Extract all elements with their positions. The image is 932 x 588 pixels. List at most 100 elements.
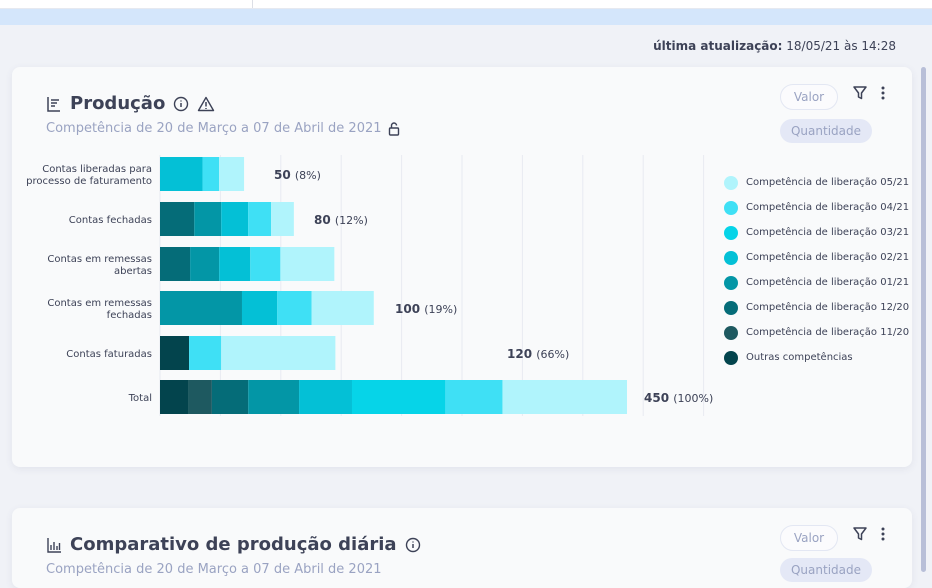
last-update-value: 18/05/21 às 14:28 [786, 39, 896, 53]
filter-button[interactable] [852, 85, 868, 101]
bar-segment [189, 336, 222, 370]
more-vertical-icon [881, 527, 885, 541]
bar-segment [160, 336, 190, 370]
valor-toggle-button[interactable]: Valor [780, 84, 838, 110]
card-title-text: Produção [70, 93, 166, 114]
legend-item[interactable]: Competência de liberação 05/21 [724, 170, 909, 195]
bar-segment [160, 202, 195, 236]
subtitle-text: Competência de 20 de Março a 07 de Abril… [46, 562, 382, 577]
legend-label: Competência de liberação 04/21 [746, 202, 910, 213]
last-update: última atualização: 18/05/21 às 14:28 [653, 39, 896, 53]
legend-swatch [724, 325, 738, 340]
data-label: 80 (12%) [314, 213, 368, 227]
legend-item[interactable]: Outras competências [724, 345, 909, 370]
legend-label: Competência de liberação 12/20 [746, 302, 910, 313]
card2-title: Comparativo de produção diária [46, 534, 421, 555]
legend-label: Competência de liberação 11/20 [746, 327, 910, 338]
bar-segment [160, 380, 189, 414]
bar-segment [502, 380, 627, 414]
filter-icon [853, 86, 867, 100]
bar-segment [351, 380, 446, 414]
bar-segment [190, 247, 220, 281]
category-label: abertas [114, 266, 152, 277]
legend-item[interactable]: Competência de liberação 11/20 [724, 320, 909, 345]
bar-segment [211, 380, 249, 414]
category-label: Contas liberadas para [42, 164, 152, 175]
bar-segment [250, 247, 281, 281]
bar-segment [271, 202, 294, 236]
bar-segment [311, 291, 374, 325]
bar-segment [280, 247, 335, 281]
quantidade-toggle-button[interactable]: Quantidade [780, 558, 872, 582]
card2-subtitle: Competência de 20 de Março a 07 de Abril… [46, 562, 382, 577]
warning-icon[interactable] [197, 96, 215, 112]
bar-segment [160, 247, 191, 281]
bar-segment [248, 380, 300, 414]
filter-button[interactable] [852, 526, 868, 542]
legend-label: Outras competências [746, 352, 853, 363]
legend-swatch [724, 250, 738, 265]
divider [252, 0, 253, 8]
card-subtitle: Competência de 20 de Março a 07 de Abril… [46, 121, 400, 136]
scrollbar[interactable] [921, 67, 926, 572]
more-options-button[interactable] [880, 526, 886, 542]
data-label: 120 (66%) [507, 347, 569, 361]
legend-item[interactable]: Competência de liberação 02/21 [724, 245, 909, 270]
legend-label: Competência de liberação 05/21 [746, 177, 910, 188]
legend-item[interactable]: Competência de liberação 04/21 [724, 195, 909, 220]
bar-segment [160, 291, 242, 325]
data-label: 50 (8%) [274, 168, 321, 182]
legend-swatch [724, 350, 738, 365]
legend-item[interactable]: Competência de liberação 03/21 [724, 220, 909, 245]
data-label: 100 (19%) [395, 302, 457, 316]
category-label: Contas em remessas [47, 298, 152, 309]
bar-segment [202, 157, 220, 191]
legend-item[interactable]: Competência de liberação 01/21 [724, 270, 909, 295]
legend-label: Competência de liberação 01/21 [746, 277, 910, 288]
bar-chart-icon [47, 537, 61, 553]
legend-swatch [724, 225, 738, 240]
card2-title-text: Comparativo de produção diária [70, 534, 397, 555]
valor-toggle-button[interactable]: Valor [780, 525, 838, 551]
legend-item[interactable]: Competência de liberação 12/20 [724, 295, 909, 320]
quantidade-toggle-button[interactable]: Quantidade [780, 119, 872, 143]
category-label: Total [128, 393, 152, 404]
info-icon[interactable] [405, 537, 421, 553]
top-bar [0, 0, 932, 9]
filter-icon [853, 527, 867, 541]
unlock-icon[interactable] [388, 121, 400, 136]
data-label: 450 (100%) [644, 391, 713, 405]
bar-segment [241, 291, 278, 325]
bar-segment [219, 247, 251, 281]
legend-swatch [724, 300, 738, 315]
category-label: Contas em remessas [47, 254, 152, 265]
info-icon[interactable] [173, 96, 189, 112]
more-options-button[interactable] [880, 85, 886, 101]
bar-segment [221, 202, 249, 236]
bar-segment [221, 336, 336, 370]
legend-label: Competência de liberação 02/21 [746, 252, 910, 263]
subtitle-text: Competência de 20 de Março a 07 de Abril… [46, 121, 382, 136]
category-label: fechadas [107, 310, 152, 321]
card-title: Produção [46, 93, 215, 114]
chart-legend: Competência de liberação 05/21 Competênci… [724, 170, 909, 370]
bar-segment [299, 380, 352, 414]
legend-swatch [724, 275, 738, 290]
category-label: processo de faturamento [26, 176, 152, 187]
bar-segment [194, 202, 222, 236]
bar-segment [248, 202, 272, 236]
category-label: Contas fechadas [69, 215, 152, 226]
bar-segment [445, 380, 503, 414]
bar-segment [277, 291, 312, 325]
last-update-label: última atualização: [653, 39, 783, 53]
daily-comparison-card: Comparativo de produção diária Competênc… [12, 508, 912, 588]
legend-label: Competência de liberação 03/21 [746, 227, 910, 238]
legend-swatch [724, 200, 738, 215]
header-band [0, 9, 932, 25]
bar-segment [160, 157, 203, 191]
legend-swatch [724, 175, 738, 190]
bar-segment [219, 157, 245, 191]
bar-segment [188, 380, 212, 414]
more-vertical-icon [881, 86, 885, 100]
